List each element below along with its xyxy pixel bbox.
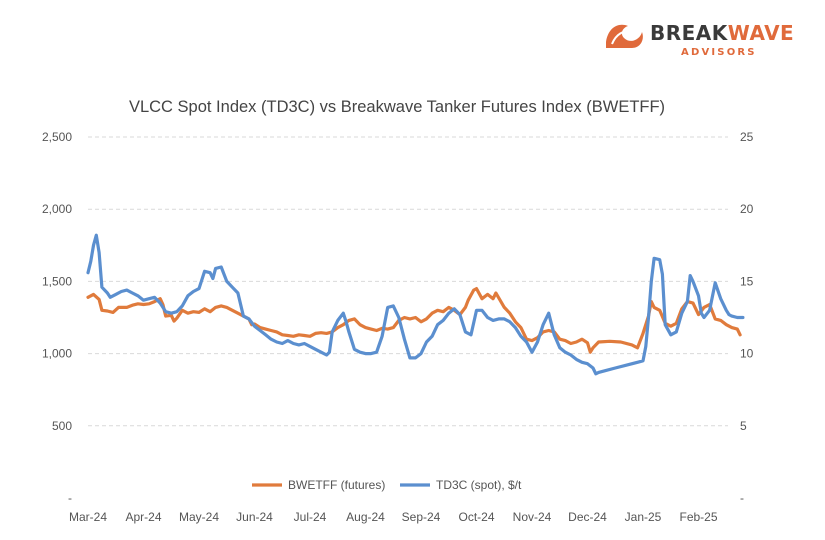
y-left-tick-label: 500 xyxy=(52,419,72,433)
x-tick-label: Oct-24 xyxy=(458,510,494,524)
y-right-tick-label: 20 xyxy=(740,202,754,216)
x-tick-label: Dec-24 xyxy=(568,510,607,524)
y-right-tick-label: 10 xyxy=(740,347,754,361)
y-left-tick-label: 1,000 xyxy=(42,347,72,361)
x-tick-label: Sep-24 xyxy=(402,510,441,524)
series-lines xyxy=(86,233,745,376)
gridlines xyxy=(88,136,728,427)
x-tick-label: Mar-24 xyxy=(69,510,107,524)
x-axis: Mar-24 Apr-24 May-24 Jun-24 Jul-24 Aug-24 Sep-… xyxy=(69,510,718,524)
x-tick-label: Jun-24 xyxy=(236,510,273,524)
logo-line1: BREAKWAVE xyxy=(650,21,794,45)
y-axis-right: - 5 10 15 20 25 xyxy=(740,130,754,505)
x-tick-label: Nov-24 xyxy=(513,510,552,524)
breakwave-logo: BREAKWAVE ADVISORS xyxy=(606,21,794,58)
y-axis-left: - 500 1,000 1,500 2,000 2,500 xyxy=(42,130,72,505)
y-right-tick-label: 15 xyxy=(740,274,754,288)
logo-line2: ADVISORS xyxy=(681,47,757,58)
series-line-td3c xyxy=(86,233,745,376)
y-left-tick-label: 2,500 xyxy=(42,130,72,144)
y-right-tick-label: 25 xyxy=(740,130,754,144)
x-tick-label: Jan-25 xyxy=(625,510,662,524)
y-right-tick-label: 5 xyxy=(740,419,747,433)
logo-wave: WAVE xyxy=(728,21,794,45)
legend-label: TD3C (spot), $/t xyxy=(436,478,522,492)
logo-break: BREAK xyxy=(650,21,729,45)
x-tick-label: Feb-25 xyxy=(679,510,717,524)
legend-label: BWETFF (futures) xyxy=(288,478,385,492)
y-left-tick-label: 2,000 xyxy=(42,202,72,216)
y-right-tick-label: - xyxy=(740,491,744,505)
x-tick-label: Aug-24 xyxy=(346,510,385,524)
wave-icon xyxy=(606,24,643,48)
series-line-bwetff xyxy=(86,287,742,354)
y-left-tick-label: 1,500 xyxy=(42,274,72,288)
chart-title: VLCC Spot Index (TD3C) vs Breakwave Tank… xyxy=(129,98,665,116)
x-tick-label: May-24 xyxy=(179,510,219,524)
x-tick-label: Apr-24 xyxy=(125,510,161,524)
legend: BWETFF (futures) TD3C (spot), $/t xyxy=(252,478,522,492)
x-tick-label: Jul-24 xyxy=(294,510,327,524)
y-left-tick-label: - xyxy=(68,491,72,505)
